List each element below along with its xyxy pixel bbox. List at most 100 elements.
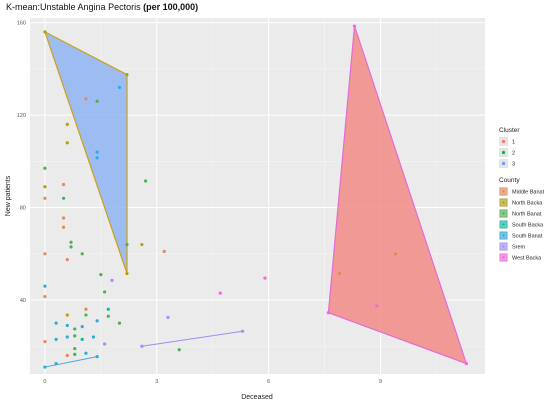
data-point bbox=[43, 294, 47, 299]
chart-title-bold: (per 100,000) bbox=[143, 2, 199, 12]
data-point bbox=[65, 141, 69, 145]
legend-title: County bbox=[499, 177, 520, 184]
data-point bbox=[326, 311, 330, 315]
data-point bbox=[177, 348, 181, 352]
legend-label: 2 bbox=[512, 151, 515, 157]
legend-point bbox=[502, 190, 505, 193]
legend-label: Middle Banat bbox=[512, 190, 545, 196]
data-point bbox=[43, 340, 47, 344]
data-point bbox=[73, 346, 77, 351]
data-point bbox=[102, 342, 107, 346]
data-point bbox=[91, 335, 96, 339]
legend-label: 1 bbox=[512, 140, 515, 146]
y-tick-label: 40 bbox=[20, 298, 26, 304]
data-point bbox=[61, 196, 66, 200]
data-point bbox=[95, 355, 99, 359]
data-point bbox=[337, 271, 342, 276]
data-point bbox=[61, 225, 66, 229]
data-point bbox=[43, 196, 47, 200]
data-point bbox=[73, 327, 77, 331]
data-point bbox=[140, 344, 144, 348]
data-point bbox=[263, 276, 267, 280]
data-point bbox=[95, 156, 99, 160]
data-point bbox=[61, 182, 66, 187]
data-point bbox=[393, 252, 398, 256]
y-tick-label: 120 bbox=[17, 113, 26, 119]
legend-label: 3 bbox=[512, 162, 515, 168]
data-point bbox=[43, 30, 47, 34]
data-point bbox=[54, 337, 58, 341]
axis-ticks: 0 3 6 9 40 80 120 160 bbox=[17, 21, 382, 385]
legend-point bbox=[502, 234, 505, 237]
data-point bbox=[54, 321, 58, 325]
data-point bbox=[65, 122, 69, 126]
chart-title-main: K-mean:Unstable Angina Pectoris bbox=[6, 2, 141, 12]
data-point bbox=[69, 240, 73, 244]
x-axis-label: Deceased bbox=[241, 394, 273, 401]
chart-title: K-mean:Unstable Angina Pectoris (per 100… bbox=[6, 2, 198, 12]
cluster-segments bbox=[44, 330, 243, 368]
data-point bbox=[43, 252, 47, 256]
x-tick-label: 9 bbox=[379, 379, 382, 385]
legend-point bbox=[502, 256, 505, 259]
data-point bbox=[95, 150, 99, 154]
data-points bbox=[43, 24, 468, 369]
legend-label: South Banat bbox=[512, 234, 543, 240]
legend-point bbox=[502, 223, 505, 226]
legend-point bbox=[502, 201, 505, 204]
legend-label: South Backa bbox=[512, 223, 544, 229]
data-point bbox=[144, 179, 148, 183]
data-point bbox=[352, 24, 357, 28]
y-tick-label: 80 bbox=[20, 206, 26, 212]
legend-label: North Banat bbox=[512, 212, 542, 218]
data-point bbox=[65, 323, 69, 328]
data-point bbox=[106, 314, 110, 318]
data-point bbox=[218, 291, 222, 295]
legend: Cluster 1 2 3 County Middle Banat North Backa N… bbox=[499, 127, 545, 262]
data-point bbox=[125, 73, 129, 77]
data-point bbox=[65, 335, 69, 339]
legend-point bbox=[502, 245, 505, 248]
data-point bbox=[110, 278, 114, 282]
data-point bbox=[464, 361, 468, 366]
data-point bbox=[43, 166, 47, 170]
legend-label: North Backa bbox=[512, 201, 543, 207]
data-point bbox=[84, 351, 88, 355]
y-axis-label: New patients bbox=[5, 175, 12, 216]
data-point bbox=[80, 325, 84, 329]
x-tick-label: 3 bbox=[155, 379, 158, 385]
data-point bbox=[117, 321, 122, 325]
data-point bbox=[54, 361, 58, 366]
legend-point bbox=[501, 161, 506, 166]
data-point bbox=[84, 307, 88, 311]
data-point bbox=[65, 313, 69, 317]
legend-point bbox=[502, 212, 505, 215]
data-point bbox=[61, 216, 66, 220]
data-point bbox=[125, 271, 129, 276]
x-tick-label: 6 bbox=[267, 379, 270, 385]
cluster-hull-1 bbox=[327, 25, 468, 365]
data-point bbox=[99, 272, 103, 277]
data-point bbox=[65, 353, 69, 358]
y-tick-label: 160 bbox=[17, 21, 26, 27]
legend-label: West Backa bbox=[512, 256, 542, 262]
data-point bbox=[162, 249, 166, 254]
cluster-segment bbox=[44, 356, 98, 368]
data-point bbox=[95, 319, 99, 323]
data-point bbox=[80, 337, 84, 341]
data-point bbox=[65, 257, 69, 262]
cluster-hull-3 bbox=[43, 30, 128, 274]
data-point bbox=[140, 242, 144, 247]
data-point bbox=[43, 365, 47, 369]
data-point bbox=[80, 252, 84, 256]
data-point bbox=[43, 284, 47, 288]
data-point bbox=[43, 185, 47, 189]
data-point bbox=[166, 315, 170, 319]
cluster-hulls bbox=[43, 25, 468, 365]
data-point bbox=[73, 334, 77, 338]
data-point bbox=[69, 245, 73, 249]
legend-title: Cluster bbox=[499, 127, 520, 134]
data-point bbox=[73, 352, 77, 356]
cluster-segment bbox=[141, 330, 243, 347]
